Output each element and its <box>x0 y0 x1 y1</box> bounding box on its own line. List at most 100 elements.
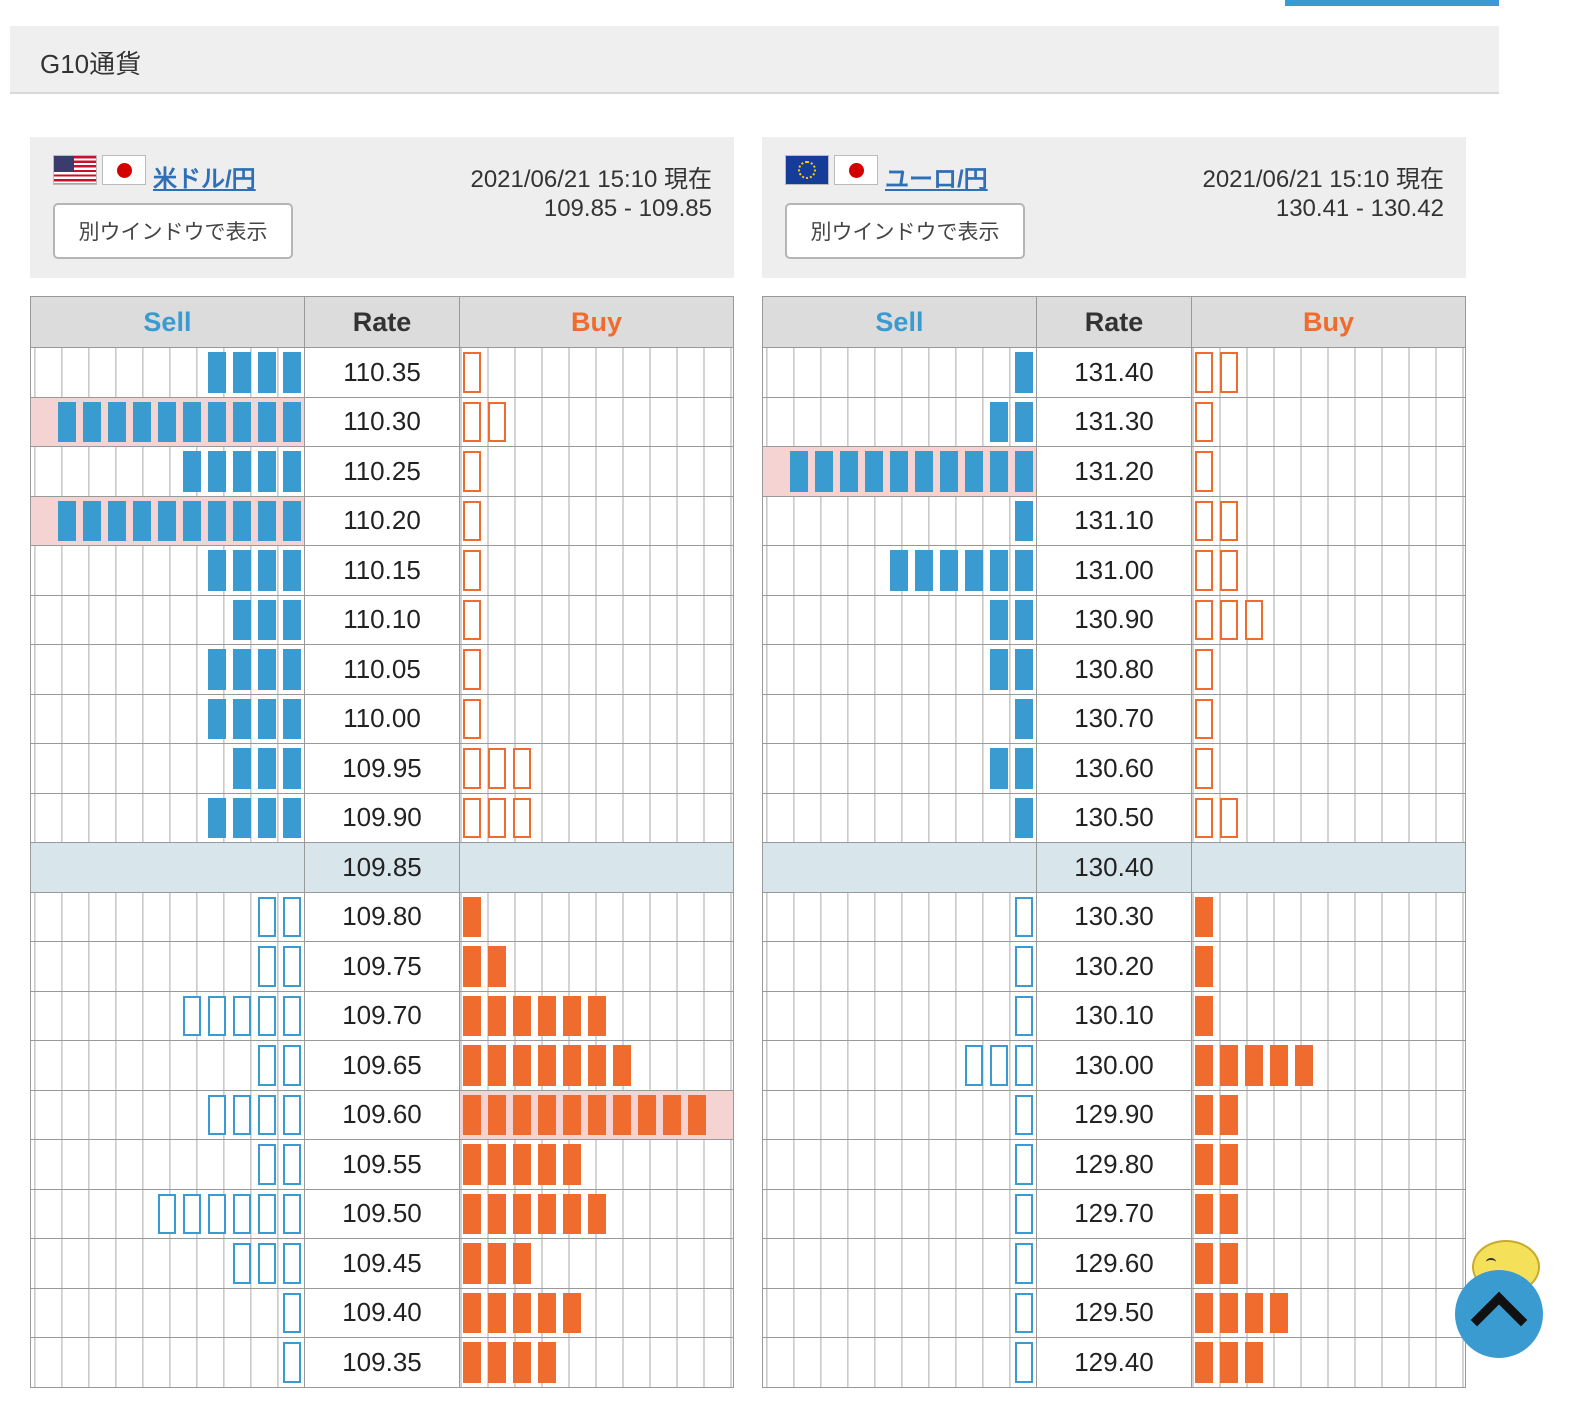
sell-order-block <box>1014 599 1033 640</box>
buy-order-block <box>613 1094 632 1135</box>
buy-order-block <box>1195 352 1214 393</box>
order-book-table: Sell Rate Buy 110.35 110.30 110.25 110.20 11… <box>30 296 734 1388</box>
rate-value: 110.15 <box>303 545 461 596</box>
sell-order-block <box>989 451 1008 492</box>
buy-order-block <box>1295 1045 1314 1086</box>
sell-order-block <box>1014 352 1033 393</box>
rate-value: 130.60 <box>1035 743 1193 794</box>
rate-value: 130.00 <box>1035 1040 1193 1091</box>
rate-value: 109.45 <box>303 1238 461 1289</box>
rate-value: 130.70 <box>1035 693 1193 744</box>
buy-order-block <box>1220 1243 1239 1284</box>
rate-value: 110.10 <box>303 594 461 645</box>
buy-cell <box>1191 644 1466 695</box>
rate-row: 129.50 <box>762 1287 1466 1338</box>
sell-order-block <box>257 352 276 393</box>
sell-cell <box>30 1040 305 1091</box>
sell-order-block <box>282 1144 301 1185</box>
buy-order-block <box>1195 896 1214 937</box>
sell-cell <box>30 347 305 398</box>
flag-group <box>53 155 146 187</box>
rate-row: 131.30 <box>762 396 1466 447</box>
rate-row: 109.55 <box>30 1139 734 1190</box>
rate-value: 110.35 <box>303 347 461 398</box>
buy-cell <box>459 495 734 546</box>
sell-order-block <box>989 550 1008 591</box>
sell-order-block <box>207 797 226 838</box>
order-book-panel-usdjpy: 米ドル/円 2021/06/21 15:10 現在 109.85 - 109.8… <box>30 137 734 1388</box>
sell-order-block <box>107 401 126 442</box>
buy-cell <box>1191 1287 1466 1338</box>
sell-order-block <box>207 451 226 492</box>
buy-order-block <box>1220 500 1239 541</box>
buy-order-block <box>1220 550 1239 591</box>
flag-group <box>785 155 878 187</box>
sell-order-block <box>282 1045 301 1086</box>
sell-order-block <box>282 698 301 739</box>
buy-cell <box>1191 891 1466 942</box>
rate-row: 109.65 <box>30 1040 734 1091</box>
back-to-top-button[interactable] <box>1455 1270 1543 1358</box>
buy-order-block <box>463 451 482 492</box>
sell-cell <box>30 891 305 942</box>
buy-cell <box>459 446 734 497</box>
sell-order-block <box>232 599 251 640</box>
open-window-button[interactable]: 別ウインドウで表示 <box>53 203 293 259</box>
sell-order-block <box>964 550 983 591</box>
sell-order-block <box>282 748 301 789</box>
buy-order-block <box>1195 748 1214 789</box>
sell-cell <box>762 1238 1037 1289</box>
open-window-button[interactable]: 別ウインドウで表示 <box>785 203 1025 259</box>
buy-header: Buy <box>1191 296 1466 348</box>
sell-order-block <box>1014 550 1033 591</box>
buy-order-block <box>463 649 482 690</box>
buy-order-block <box>463 1193 482 1234</box>
rate-row: 109.90 <box>30 792 734 843</box>
rate-value: 109.90 <box>303 792 461 843</box>
rate-value: 109.60 <box>303 1089 461 1140</box>
pair-link-eurjpy[interactable]: ユーロ/円 <box>885 166 988 193</box>
rate-row: 109.45 <box>30 1238 734 1289</box>
buy-order-block <box>538 1342 557 1383</box>
buy-order-block <box>463 352 482 393</box>
sell-order-block <box>1014 1193 1033 1234</box>
buy-order-block <box>1195 797 1214 838</box>
jp-flag-icon <box>834 155 878 185</box>
sell-order-block <box>889 451 908 492</box>
buy-cell <box>459 396 734 447</box>
buy-order-block <box>513 1045 532 1086</box>
rate-row: 110.15 <box>30 545 734 596</box>
sell-order-block <box>964 1045 983 1086</box>
rate-row: 109.70 <box>30 990 734 1041</box>
sell-cell <box>762 990 1037 1041</box>
buy-order-block <box>513 1292 532 1333</box>
buy-cell <box>459 1337 734 1388</box>
sell-order-block <box>257 698 276 739</box>
buy-cell <box>459 545 734 596</box>
buy-order-block <box>463 1094 482 1135</box>
sell-cell <box>762 1287 1037 1338</box>
buy-cell <box>1191 1238 1466 1289</box>
sell-order-block <box>1014 797 1033 838</box>
rate-value: 130.30 <box>1035 891 1193 942</box>
sell-cell <box>30 594 305 645</box>
buy-cell <box>1191 396 1466 447</box>
sell-cell <box>762 495 1037 546</box>
buy-order-block <box>1270 1045 1289 1086</box>
buy-cell <box>459 644 734 695</box>
sell-order-block <box>182 401 201 442</box>
rate-row: 110.10 <box>30 594 734 645</box>
rate-row: 129.60 <box>762 1238 1466 1289</box>
buy-order-block <box>463 1292 482 1333</box>
sell-order-block <box>257 1193 276 1234</box>
rate-row: 109.50 <box>30 1188 734 1239</box>
buy-cell <box>1191 1040 1466 1091</box>
sell-order-block <box>282 451 301 492</box>
section-header: G10通貨 <box>10 26 1499 94</box>
buy-cell <box>459 941 734 992</box>
pair-link-usdjpy[interactable]: 米ドル/円 <box>153 166 256 193</box>
sell-order-block <box>282 599 301 640</box>
sell-order-block <box>1014 1045 1033 1086</box>
buy-cell <box>459 792 734 843</box>
sell-order-block <box>1014 995 1033 1036</box>
